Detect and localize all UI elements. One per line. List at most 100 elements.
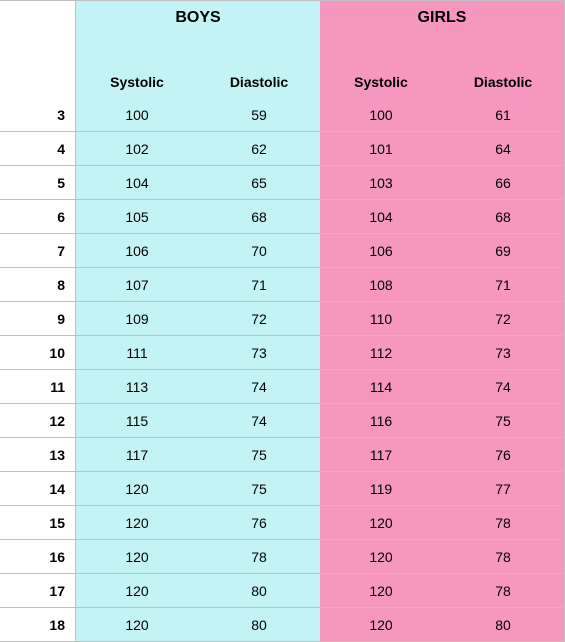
girls-diastolic-cell: 80 bbox=[442, 617, 564, 633]
table-row: 11474 bbox=[320, 370, 565, 404]
boys-systolic-cell: 100 bbox=[76, 107, 198, 123]
table-row: 11072 bbox=[320, 302, 565, 336]
girls-systolic-cell: 110 bbox=[320, 311, 442, 327]
boys-diastolic-header: Diastolic bbox=[198, 70, 320, 98]
girls-diastolic-cell: 78 bbox=[442, 549, 564, 565]
girls-systolic-cell: 112 bbox=[320, 345, 442, 361]
girls-systolic-cell: 117 bbox=[320, 447, 442, 463]
age-cell: 4 bbox=[0, 132, 75, 166]
girls-systolic-cell: 100 bbox=[320, 107, 442, 123]
table-row: 10262 bbox=[75, 132, 320, 166]
boys-systolic-cell: 106 bbox=[76, 243, 198, 259]
age-cell: 18 bbox=[0, 608, 75, 642]
table-row: 10670 bbox=[75, 234, 320, 268]
table-row: 11574 bbox=[75, 404, 320, 438]
age-cell: 9 bbox=[0, 302, 75, 336]
age-cell: 11 bbox=[0, 370, 75, 404]
girls-diastolic-cell: 76 bbox=[442, 447, 564, 463]
girls-diastolic-header: Diastolic bbox=[442, 70, 564, 98]
table-row: 12076 bbox=[75, 506, 320, 540]
girls-systolic-cell: 120 bbox=[320, 617, 442, 633]
girls-systolic-cell: 103 bbox=[320, 175, 442, 191]
boys-systolic-cell: 111 bbox=[76, 345, 198, 361]
age-cell: 13 bbox=[0, 438, 75, 472]
table-row: 10669 bbox=[320, 234, 565, 268]
boys-diastolic-cell: 80 bbox=[198, 617, 320, 633]
table-row: 10972 bbox=[75, 302, 320, 336]
age-cell: 17 bbox=[0, 574, 75, 608]
table-row: 10164 bbox=[320, 132, 565, 166]
boys-diastolic-cell: 78 bbox=[198, 549, 320, 565]
boys-systolic-cell: 120 bbox=[76, 583, 198, 599]
boys-diastolic-cell: 75 bbox=[198, 447, 320, 463]
girls-diastolic-cell: 77 bbox=[442, 481, 564, 497]
girls-systolic-cell: 120 bbox=[320, 583, 442, 599]
girls-systolic-cell: 119 bbox=[320, 481, 442, 497]
table-row: 11776 bbox=[320, 438, 565, 472]
table-row: 10871 bbox=[320, 268, 565, 302]
age-cell: 14 bbox=[0, 472, 75, 506]
boys-systolic-cell: 115 bbox=[76, 413, 198, 429]
girls-subheaders: Systolic Diastolic bbox=[320, 70, 565, 98]
girls-diastolic-cell: 64 bbox=[442, 141, 564, 157]
girls-systolic-cell: 116 bbox=[320, 413, 442, 429]
boys-header: BOYS bbox=[75, 0, 320, 70]
age-cell: 7 bbox=[0, 234, 75, 268]
table-row: 10568 bbox=[75, 200, 320, 234]
boys-diastolic-cell: 74 bbox=[198, 413, 320, 429]
girls-diastolic-cell: 73 bbox=[442, 345, 564, 361]
boys-diastolic-cell: 71 bbox=[198, 277, 320, 293]
girls-header: GIRLS bbox=[320, 0, 565, 70]
table-row: 10059 bbox=[75, 98, 320, 132]
boys-diastolic-cell: 70 bbox=[198, 243, 320, 259]
girls-diastolic-cell: 75 bbox=[442, 413, 564, 429]
age-cell: 8 bbox=[0, 268, 75, 302]
girls-diastolic-cell: 78 bbox=[442, 515, 564, 531]
age-cell: 12 bbox=[0, 404, 75, 438]
table-row: 11675 bbox=[320, 404, 565, 438]
girls-diastolic-cell: 69 bbox=[442, 243, 564, 259]
age-header-blank bbox=[0, 0, 75, 70]
bp-table: 3456789101112131415161718 BOYS Systolic … bbox=[0, 0, 565, 642]
boys-diastolic-cell: 74 bbox=[198, 379, 320, 395]
table-row: 12078 bbox=[320, 574, 565, 608]
girls-systolic-header: Systolic bbox=[320, 70, 442, 98]
girls-systolic-cell: 108 bbox=[320, 277, 442, 293]
boys-diastolic-cell: 65 bbox=[198, 175, 320, 191]
girls-diastolic-cell: 74 bbox=[442, 379, 564, 395]
table-row: 12075 bbox=[75, 472, 320, 506]
boys-systolic-cell: 107 bbox=[76, 277, 198, 293]
boys-diastolic-cell: 76 bbox=[198, 515, 320, 531]
boys-systolic-cell: 102 bbox=[76, 141, 198, 157]
boys-systolic-cell: 113 bbox=[76, 379, 198, 395]
girls-systolic-cell: 120 bbox=[320, 515, 442, 531]
boys-diastolic-cell: 62 bbox=[198, 141, 320, 157]
boys-column: BOYS Systolic Diastolic 1005910262104651… bbox=[75, 0, 320, 642]
table-row: 12078 bbox=[320, 506, 565, 540]
table-row: 12080 bbox=[75, 608, 320, 642]
table-row: 10465 bbox=[75, 166, 320, 200]
table-row: 10061 bbox=[320, 98, 565, 132]
table-row: 11775 bbox=[75, 438, 320, 472]
age-column: 3456789101112131415161718 bbox=[0, 0, 75, 642]
boys-systolic-cell: 104 bbox=[76, 175, 198, 191]
boys-diastolic-cell: 75 bbox=[198, 481, 320, 497]
age-cell: 3 bbox=[0, 98, 75, 132]
table-row: 10366 bbox=[320, 166, 565, 200]
boys-diastolic-cell: 59 bbox=[198, 107, 320, 123]
girls-systolic-cell: 120 bbox=[320, 549, 442, 565]
girls-diastolic-cell: 66 bbox=[442, 175, 564, 191]
table-row: 11273 bbox=[320, 336, 565, 370]
boys-systolic-cell: 117 bbox=[76, 447, 198, 463]
boys-systolic-cell: 105 bbox=[76, 209, 198, 225]
girls-diastolic-cell: 61 bbox=[442, 107, 564, 123]
girls-systolic-cell: 106 bbox=[320, 243, 442, 259]
boys-subheaders: Systolic Diastolic bbox=[75, 70, 320, 98]
table-row: 12080 bbox=[75, 574, 320, 608]
table-row: 10468 bbox=[320, 200, 565, 234]
boys-diastolic-cell: 80 bbox=[198, 583, 320, 599]
girls-diastolic-cell: 68 bbox=[442, 209, 564, 225]
boys-systolic-cell: 120 bbox=[76, 515, 198, 531]
boys-systolic-header: Systolic bbox=[76, 70, 198, 98]
age-cell: 5 bbox=[0, 166, 75, 200]
